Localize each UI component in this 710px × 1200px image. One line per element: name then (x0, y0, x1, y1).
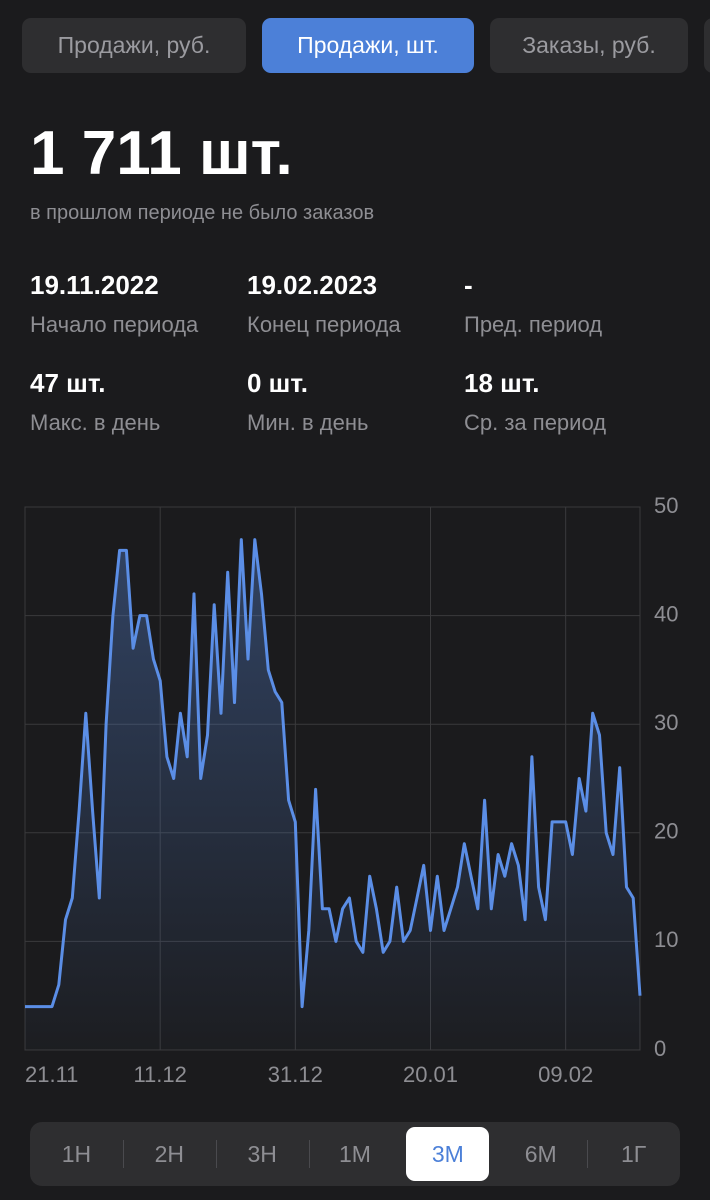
x-tick-label: 09.02 (538, 1062, 593, 1087)
headline: 1 711 шт. (30, 119, 293, 188)
x-tick-label: 11.12 (133, 1062, 186, 1087)
stat-value: 19.02.2023 (247, 270, 378, 300)
period-button[interactable]: 1Г (620, 1140, 647, 1167)
period-bar: 1Н 2Н 3Н 1М 3М 6М 1Г (30, 1122, 680, 1186)
tab[interactable]: Продажи, руб. (22, 18, 246, 73)
separator (308, 1140, 310, 1168)
stat-value: - (464, 270, 473, 300)
stat-value: 19.11.2022 (30, 270, 159, 300)
period-button[interactable]: 6М (524, 1140, 557, 1167)
period-button[interactable]: 1М (339, 1140, 371, 1167)
stat-value: 0 шт. (247, 368, 309, 398)
y-tick-label: 10 (654, 927, 678, 952)
line-area (25, 539, 640, 1050)
y-tick-label: 50 (654, 493, 678, 518)
stat-label: Макс. в день (30, 410, 161, 435)
stat-label: Ср. за период (464, 410, 607, 435)
separator (122, 1140, 124, 1168)
x-tick-label: 31.12 (268, 1062, 323, 1087)
tab[interactable] (704, 18, 710, 73)
y-tick-label: 40 (654, 601, 678, 626)
x-tick-label: 21.11 (25, 1062, 78, 1087)
y-tick-label: 20 (654, 819, 678, 844)
tab[interactable]: Заказы, руб. (490, 18, 688, 73)
stat-label: Конец периода (247, 312, 401, 337)
separator (587, 1140, 589, 1168)
tab[interactable]: Продажи, шт. (262, 18, 474, 73)
period-button[interactable]: 1Н (61, 1140, 92, 1167)
line (25, 538, 642, 1009)
period-button[interactable]: 2Н (154, 1140, 184, 1167)
stat-label: Начало периода (30, 312, 199, 337)
y-tick-label: 0 (654, 1036, 666, 1061)
y-tick-label: 30 (654, 710, 678, 735)
stat-label: Пред. период (464, 312, 603, 337)
x-tick-label: 20.01 (403, 1062, 458, 1087)
period-button[interactable]: 3Н (247, 1140, 277, 1167)
stat-label: Мин. в день (247, 410, 369, 435)
period-button[interactable]: 3М (406, 1127, 490, 1181)
stat-value: 18 шт. (464, 368, 540, 398)
separator (215, 1140, 217, 1168)
stat-value: 47 шт. (30, 368, 106, 398)
subtitle: в прошлом периоде не было заказов (30, 202, 375, 224)
